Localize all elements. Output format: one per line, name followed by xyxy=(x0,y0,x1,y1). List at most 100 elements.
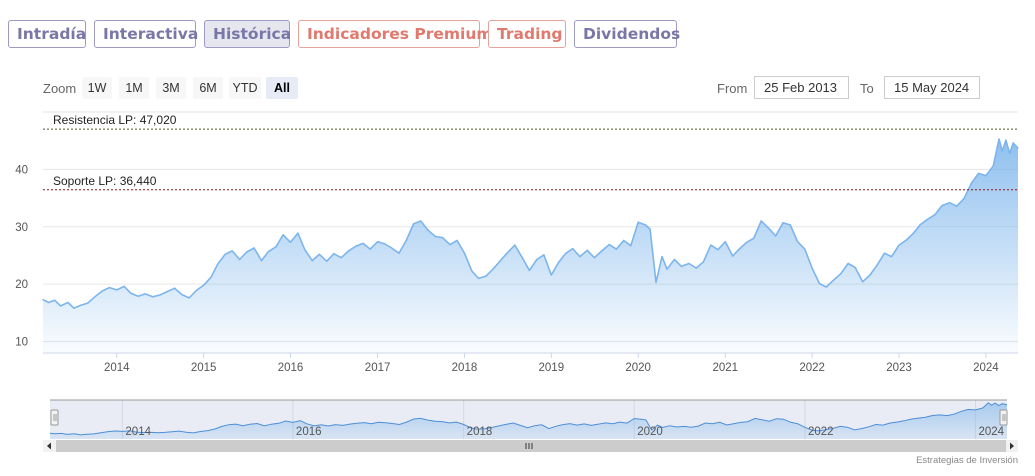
price-point xyxy=(579,256,581,258)
price-point xyxy=(666,268,668,270)
price-point xyxy=(398,252,400,254)
price-point xyxy=(260,260,263,262)
price-point xyxy=(123,285,125,287)
price-point xyxy=(405,239,407,242)
price-point xyxy=(738,248,740,250)
price-point xyxy=(601,250,603,252)
scrollbar-thumb[interactable] xyxy=(56,440,1006,452)
scroll-left-arrow-icon[interactable] xyxy=(47,442,51,450)
price-point xyxy=(1005,139,1007,141)
price-point xyxy=(833,279,835,281)
price-point xyxy=(550,274,552,276)
price-point xyxy=(420,220,422,222)
price-point xyxy=(724,241,726,243)
price-point xyxy=(434,235,436,238)
price-point xyxy=(485,275,487,277)
price-point xyxy=(442,237,444,239)
price-point xyxy=(637,221,639,223)
x-tick-label: 2016 xyxy=(278,362,304,374)
navigator-tick-label: 2014 xyxy=(125,426,151,438)
navigator-tick-label: 2016 xyxy=(296,426,322,438)
price-point xyxy=(789,224,791,226)
price-point xyxy=(898,244,900,246)
price-point xyxy=(275,246,277,248)
price-point xyxy=(818,283,821,285)
scroll-right-arrow-icon[interactable] xyxy=(1010,442,1014,450)
price-point xyxy=(985,175,987,177)
price-point xyxy=(840,273,842,275)
to-date-input[interactable]: 15 May 2024 xyxy=(884,76,980,99)
price-point xyxy=(695,267,697,269)
price-point xyxy=(492,268,494,270)
tab-trading[interactable]: Trading xyxy=(488,20,566,48)
price-point xyxy=(1001,150,1003,152)
tab-interactiva[interactable]: Interactiva xyxy=(94,20,198,48)
price-point xyxy=(891,256,893,258)
price-point xyxy=(73,307,75,309)
tab-historica[interactable]: Histórica xyxy=(204,20,291,48)
price-point xyxy=(377,241,379,243)
tab-dividendos[interactable]: Dividendos xyxy=(574,20,680,48)
price-point xyxy=(348,250,350,252)
price-point xyxy=(753,237,755,239)
price-point xyxy=(333,253,335,255)
chart-toolbar: Zoom From 25 Feb 2013 To 15 May 2024 1W 1… xyxy=(0,76,1035,100)
zoom-button-6m[interactable]: 6M xyxy=(193,77,223,99)
price-point xyxy=(181,293,183,296)
x-tick-label: 2020 xyxy=(625,362,651,374)
price-line xyxy=(42,138,1019,309)
price-point xyxy=(717,249,719,251)
zoom-button-ytd[interactable]: YTD xyxy=(229,77,261,99)
price-point xyxy=(130,292,132,294)
tab-indicadores-premium[interactable]: Indicadores Premium xyxy=(298,20,493,48)
navigator-line xyxy=(49,402,1008,436)
to-label: To xyxy=(860,81,874,96)
price-point xyxy=(195,289,197,292)
price-point xyxy=(427,229,429,231)
price-point xyxy=(847,262,849,265)
price-point xyxy=(593,257,596,259)
price-point xyxy=(536,258,538,261)
price-point xyxy=(463,252,466,254)
price-point xyxy=(732,255,734,257)
x-tick-label: 2023 xyxy=(886,362,912,374)
zoom-button-3m[interactable]: 3M xyxy=(156,77,186,99)
y-tick-label: 30 xyxy=(15,222,28,234)
support-label: Soporte LP: 36,440 xyxy=(53,174,157,188)
price-point xyxy=(326,260,328,262)
price-point xyxy=(608,244,610,246)
zoom-button-1m[interactable]: 1M xyxy=(119,77,149,99)
price-point xyxy=(746,241,748,243)
price-point xyxy=(775,235,777,237)
price-point xyxy=(188,297,190,299)
zoom-button-1w[interactable]: 1W xyxy=(82,77,112,99)
price-point xyxy=(767,227,770,229)
x-tick-label: 2022 xyxy=(799,362,825,374)
price-point xyxy=(137,295,139,297)
price-point xyxy=(630,245,632,247)
price-point xyxy=(680,265,683,267)
price-point xyxy=(369,248,371,250)
price-point xyxy=(231,250,233,252)
price-point xyxy=(970,182,973,184)
price-point xyxy=(79,304,81,306)
price-point xyxy=(1012,142,1014,144)
price-point xyxy=(905,239,908,241)
price-point xyxy=(318,253,320,255)
price-point xyxy=(564,253,567,255)
price-point xyxy=(615,248,617,250)
price-point xyxy=(253,247,255,249)
price-point xyxy=(477,277,480,279)
tab-intradia[interactable]: Intradía xyxy=(8,20,86,48)
price-point xyxy=(934,214,936,216)
y-tick-label: 20 xyxy=(15,279,28,291)
price-point xyxy=(152,296,154,298)
chart-credit[interactable]: Estrategias de Inversión xyxy=(916,455,1018,466)
price-point xyxy=(825,286,827,288)
x-tick-label: 2018 xyxy=(452,362,478,374)
price-point xyxy=(304,249,306,251)
zoom-button-all[interactable]: All xyxy=(266,77,298,99)
from-date-input[interactable]: 25 Feb 2013 xyxy=(754,76,849,99)
price-point xyxy=(1017,147,1019,149)
price-point xyxy=(297,232,299,234)
